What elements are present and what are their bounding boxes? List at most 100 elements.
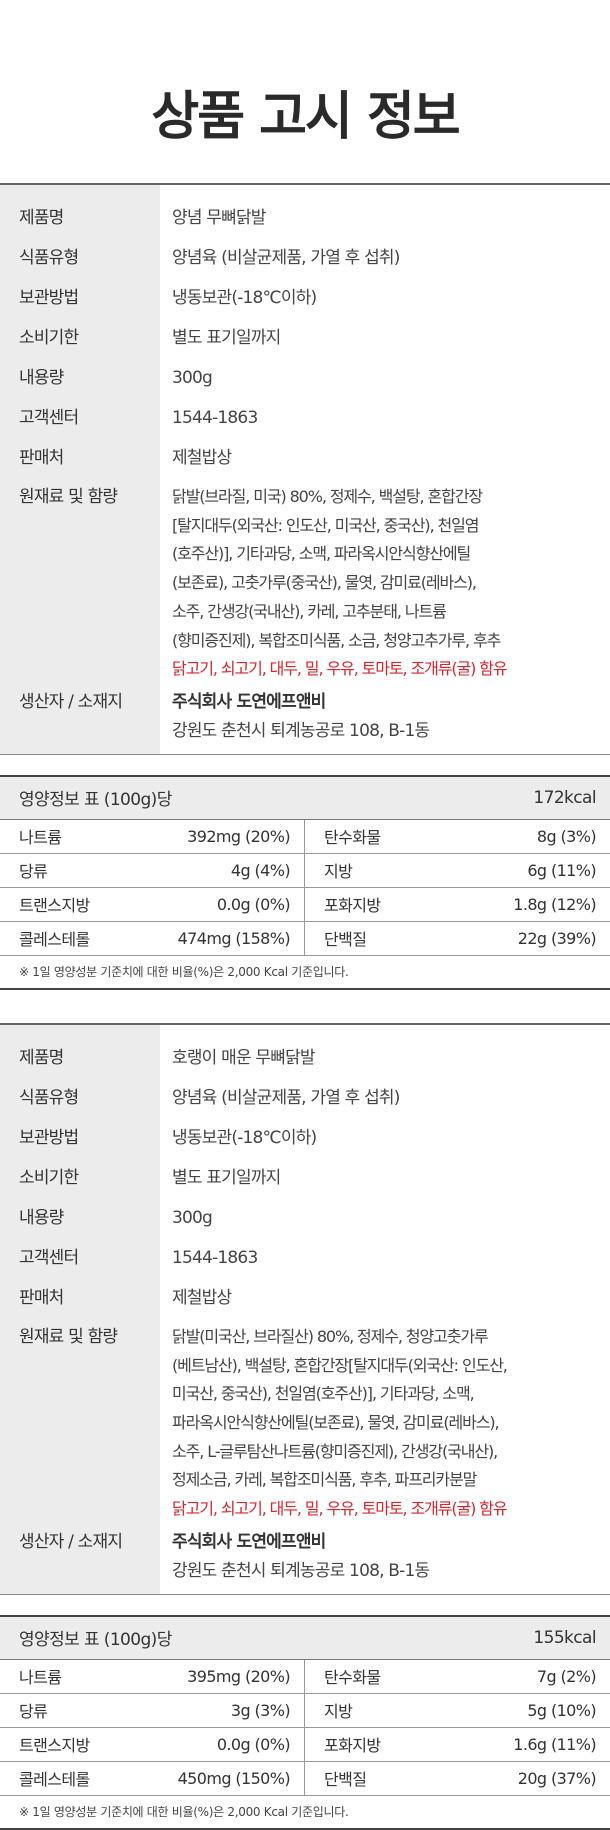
nutrition-kcal: 155kcal	[533, 1627, 596, 1648]
info-row: 식품유형 양념육 (비살균제품, 가열 후 섭취)	[0, 238, 610, 278]
info-row: 소비기한 별도 표기일까지	[0, 1158, 610, 1198]
nutrient-value: 395mg (20%)	[187, 1666, 290, 1686]
nutrition-row: 당류 3g (3%) 지방 5g (10%)	[0, 1693, 610, 1728]
info-value: 제철밥상	[172, 448, 232, 468]
info-label: 소비기한	[19, 328, 79, 348]
nutrition-cell: 지방 6g (11%)	[305, 854, 610, 887]
nutrition-row: 콜레스테롤 474mg (158%) 단백질 22g (39%)	[0, 921, 610, 956]
info-value: 양념육 (비살균제품, 가열 후 섭취)	[172, 248, 400, 268]
nutrient-label: 지방	[324, 1702, 353, 1722]
nutrient-value: 4g (4%)	[230, 860, 291, 880]
nutrient-value: 6g (11%)	[527, 860, 596, 880]
ingredients-line: 소주, 간생강(국내산), 카레, 고추분태, 나트륨	[172, 601, 447, 621]
nutrition-row: 당류 4g (4%) 지방 6g (11%)	[0, 853, 610, 888]
nutrient-label: 나트륨	[19, 828, 62, 848]
nutrition-row: 콜레스테롤 450mg (150%) 단백질 20g (37%)	[0, 1761, 610, 1796]
section-gap	[0, 990, 610, 1023]
nutrient-label: 당류	[19, 862, 48, 882]
info-value: 300g	[172, 368, 213, 388]
nutrition-title: 영양정보 표 (100g)당	[19, 1630, 172, 1651]
nutrition-cell: 당류 3g (3%)	[0, 1693, 305, 1727]
info-row: 내용량 300g	[0, 358, 610, 398]
info-label: 판매처	[19, 1287, 64, 1308]
ingredients-label: 원재료 및 함량	[19, 487, 118, 507]
nutrition-table: 영양정보 표 (100g)당 155kcal 나트륨 395mg (20%) 탄수화물 7…	[0, 1614, 610, 1830]
nutrient-value: 8g (3%)	[536, 826, 597, 846]
nutrient-label: 나트륨	[19, 1668, 62, 1688]
product-info-table: 제품명 양념 무뼈닭발 식품유형 양념육 (비살균제품, 가열 후 섭취) 보관방법 냉동…	[0, 183, 610, 755]
info-label: 제품명	[19, 1047, 64, 1068]
ingredients-line: 미국산, 중국산), 천일염(호주산)], 기타과당, 소맥,	[172, 1384, 475, 1404]
ingredients-line: 파라옥시안식향산에틸(보존료), 물엿, 감미료(레바스),	[172, 1413, 500, 1433]
ingredients-line: (향미증진제), 복합조미식품, 소금, 청양고추가루, 후추	[172, 630, 501, 650]
ingredients-row: 원재료 및 함량 닭발(미국산, 브라질산) 80%, 정제수, 청양고춧가루 (베…	[0, 1318, 610, 1524]
info-label: 제품명	[19, 208, 64, 228]
producer-label: 생산자 / 소재지	[19, 691, 123, 712]
info-value: 별도 표기일까지	[172, 1167, 281, 1188]
nutrient-value: 474mg (158%)	[177, 928, 291, 948]
allergen-notice: 닭고기, 쇠고기, 대두, 밀, 우유, 토마토, 조개류(굴) 함유	[172, 1499, 508, 1519]
nutrition-header: 영양정보 표 (100g)당 155kcal	[0, 1616, 610, 1660]
nutrient-label: 트랜스지방	[19, 896, 90, 916]
nutrient-label: 트랜스지방	[19, 1736, 90, 1756]
info-label: 식품유형	[19, 1087, 79, 1108]
producer-label: 생산자 / 소재지	[19, 1531, 123, 1552]
producer-value: 주식회사 도연에프앤비 강원도 춘천시 퇴계농공로 108, B-1동	[160, 688, 430, 746]
ingredients-line: [탈지대두(외국산: 인도산, 미국산, 중국산), 천일염	[172, 515, 480, 535]
ingredients-value: 닭발(미국산, 브라질산) 80%, 정제수, 청양고춧가루 (베트남산), 백설…	[160, 1323, 508, 1524]
info-label: 식품유형	[19, 248, 79, 268]
ingredients-line: 닭발(미국산, 브라질산) 80%, 정제수, 청양고춧가루	[172, 1326, 489, 1346]
info-row: 내용량 300g	[0, 1198, 610, 1238]
nutrient-label: 탄수화물	[324, 1668, 381, 1688]
section-gap	[0, 755, 610, 775]
nutrition-row: 나트륨 392mg (20%) 탄수화물 8g (3%)	[0, 819, 610, 854]
producer-address: 강원도 춘천시 퇴계농공로 108, B-1동	[172, 720, 430, 741]
nutrient-label: 단백질	[324, 1770, 367, 1790]
info-row: 제품명 양념 무뼈닭발	[0, 198, 610, 238]
allergen-notice: 닭고기, 쇠고기, 대두, 밀, 우유, 토마토, 조개류(굴) 함유	[172, 659, 508, 679]
info-label: 소비기한	[19, 1167, 79, 1188]
info-value: 1544-1863	[172, 1247, 258, 1268]
producer-row: 생산자 / 소재지 주식회사 도연에프앤비 강원도 춘천시 퇴계농공로 108, B…	[0, 688, 610, 746]
info-value: 호랭이 매운 무뼈닭발	[172, 1047, 316, 1068]
info-row: 식품유형 양념육 (비살균제품, 가열 후 섭취)	[0, 1078, 610, 1118]
nutrient-value: 3g (3%)	[230, 1700, 291, 1720]
info-value: 300g	[172, 1207, 213, 1228]
producer-name: 주식회사 도연에프앤비	[172, 1531, 326, 1552]
ingredients-line: (보존료), 고춧가루(중국산), 물엿, 감미료(레바스),	[172, 573, 477, 593]
nutrition-cell: 콜레스테롤 474mg (158%)	[0, 921, 305, 955]
info-label: 내용량	[19, 1207, 64, 1228]
nutrition-note: ※ 1일 영양성분 기준치에 대한 비율(%)은 2,000 Kcal 기준입니…	[19, 1804, 349, 1819]
ingredients-line: (호주산)], 기타과당, 소맥, 파라옥시안식향산에틸	[172, 544, 471, 564]
nutrient-value: 392mg (20%)	[187, 826, 290, 846]
nutrient-value: 7g (2%)	[536, 1666, 597, 1686]
info-row: 고객센터 1544-1863	[0, 398, 610, 438]
nutrient-value: 20g (37%)	[517, 1768, 597, 1788]
nutrient-value: 22g (39%)	[517, 928, 597, 948]
nutrition-cell: 지방 5g (10%)	[305, 1694, 610, 1727]
info-row: 소비기한 별도 표기일까지	[0, 318, 610, 358]
nutrition-cell: 나트륨 395mg (20%)	[0, 1659, 305, 1693]
producer-address: 강원도 춘천시 퇴계농공로 108, B-1동	[172, 1560, 430, 1581]
nutrition-cell: 콜레스테롤 450mg (150%)	[0, 1761, 305, 1795]
section-gap	[0, 1595, 610, 1615]
info-value: 냉동보관(-18℃이하)	[172, 288, 317, 308]
nutrition-cell: 당류 4g (4%)	[0, 853, 305, 887]
nutrition-cell: 탄수화물 8g (3%)	[305, 820, 610, 853]
nutrition-cell: 포화지방 1.8g (12%)	[305, 888, 610, 921]
nutrient-value: 0.0g (0%)	[216, 1734, 291, 1754]
info-value: 1544-1863	[172, 408, 258, 428]
nutrient-value: 450mg (150%)	[177, 1768, 291, 1788]
nutrition-cell: 트랜스지방 0.0g (0%)	[0, 887, 305, 921]
nutrition-cell: 단백질 22g (39%)	[305, 922, 610, 955]
info-row: 판매처 제철밥상	[0, 1278, 610, 1318]
nutrient-label: 콜레스테롤	[19, 930, 90, 950]
nutrient-value: 5g (10%)	[527, 1700, 596, 1720]
nutrition-cell: 탄수화물 7g (2%)	[305, 1660, 610, 1693]
info-label: 보관방법	[19, 1127, 79, 1148]
ingredients-line: 닭발(브라질, 미국) 80%, 정제수, 백설탕, 혼합간장	[172, 487, 483, 506]
nutrient-label: 지방	[324, 862, 353, 882]
info-value: 제철밥상	[172, 1287, 232, 1308]
